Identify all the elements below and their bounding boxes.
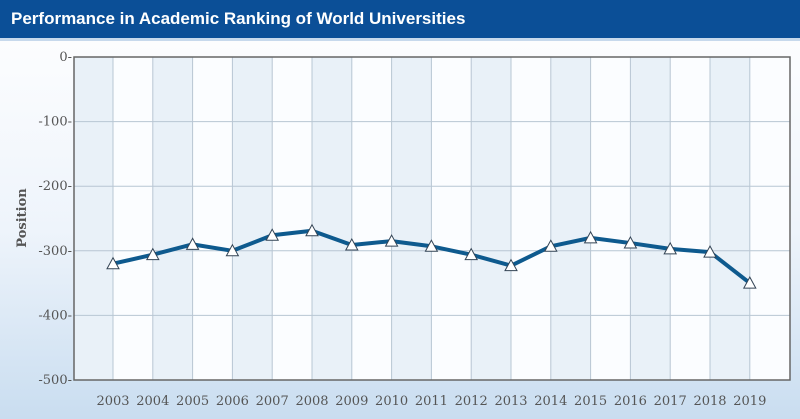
data-point-triangle — [504, 258, 518, 272]
grid-band — [471, 57, 511, 380]
x-tick-label: 2006 — [216, 394, 249, 409]
x-tick-label: 2012 — [455, 394, 488, 409]
y-tick-label: 0- — [59, 50, 72, 65]
data-point-triangle — [225, 243, 240, 257]
data-point-triangle — [583, 230, 598, 244]
x-tick-label: 2003 — [96, 394, 129, 409]
data-point-triangle — [344, 237, 359, 251]
data-point-triangle — [185, 237, 200, 250]
grid-band — [312, 57, 352, 380]
grid-band — [710, 57, 750, 380]
data-point-triangle — [145, 247, 160, 261]
grid-band — [232, 57, 273, 380]
page-title: Performance in Academic Ranking of World… — [11, 9, 466, 28]
grid-band — [550, 57, 591, 380]
x-tick-label: 2009 — [335, 394, 368, 409]
x-tick-label: 2016 — [614, 394, 647, 409]
grid-band — [391, 57, 432, 380]
data-point-triangle — [305, 223, 319, 237]
data-point-triangle — [703, 245, 717, 258]
y-axis-label: Position — [15, 188, 30, 248]
data-point-triangle — [623, 236, 638, 249]
y-tick-label: -100- — [38, 115, 72, 130]
x-tick-label: 2008 — [295, 394, 328, 409]
y-tick-label: -300- — [38, 244, 72, 259]
data-point-triangle — [424, 239, 439, 252]
x-tick-label: 2017 — [654, 394, 687, 409]
x-tick-label: 2011 — [415, 394, 448, 409]
x-tick-label: 2010 — [375, 394, 408, 409]
grid-band — [630, 57, 671, 380]
grid-band — [74, 57, 113, 380]
x-tick-label: 2007 — [256, 394, 289, 409]
header-bar: Performance in Academic Ranking of World… — [0, 0, 800, 41]
data-point-triangle — [464, 247, 479, 261]
x-tick-label: 2013 — [494, 394, 527, 409]
x-tick-label: 2019 — [733, 394, 766, 409]
plot-border — [73, 56, 791, 381]
data-point-triangle — [106, 256, 120, 270]
data-point-triangle — [543, 239, 558, 252]
y-tick-label: -400- — [38, 308, 72, 323]
x-tick-label: 2014 — [534, 394, 567, 409]
data-point-triangle — [663, 241, 678, 255]
data-point-triangle — [265, 228, 280, 241]
grid-band — [152, 57, 193, 380]
x-tick-label: 2005 — [176, 394, 209, 409]
data-point-triangle — [384, 234, 399, 247]
data-point-triangle — [742, 276, 757, 289]
x-tick-label: 2004 — [136, 394, 169, 409]
y-tick-label: -200- — [38, 179, 72, 194]
x-tick-label: 2018 — [693, 394, 726, 409]
x-tick-label: 2015 — [574, 394, 607, 409]
y-tick-label: -500- — [38, 373, 72, 388]
